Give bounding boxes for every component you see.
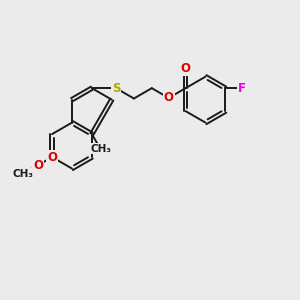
Text: S: S [112,82,120,95]
Text: O: O [33,159,43,172]
Text: O: O [47,151,57,164]
Text: O: O [181,62,190,75]
Text: O: O [164,92,174,104]
Text: F: F [237,82,245,95]
Text: CH₃: CH₃ [91,143,112,154]
Text: CH₃: CH₃ [13,169,34,179]
